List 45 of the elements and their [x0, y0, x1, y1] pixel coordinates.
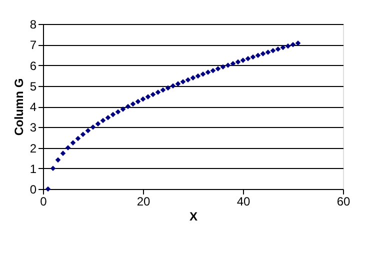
y-tick-label: 6: [30, 58, 37, 73]
y-tick-label: 8: [30, 18, 37, 32]
point: [135, 98, 141, 104]
point: [235, 59, 241, 65]
x-tick-label: 40: [236, 194, 250, 208]
point: [150, 92, 156, 98]
point: [270, 48, 276, 54]
x-tick-label: 20: [136, 194, 150, 208]
y-tick-label: 5: [30, 79, 37, 94]
point: [140, 96, 146, 102]
point: [75, 136, 81, 142]
point: [110, 112, 116, 118]
point: [55, 157, 61, 163]
y-tick-label: 3: [30, 120, 37, 135]
point: [220, 64, 226, 70]
point: [85, 128, 91, 134]
x-tick-label: 60: [336, 194, 350, 208]
point: [160, 87, 166, 93]
point: [230, 60, 236, 66]
point: [280, 44, 286, 50]
point: [130, 101, 136, 107]
y-tick-label: 0: [30, 182, 37, 196]
y-tick-label: 1: [30, 162, 37, 176]
point: [105, 114, 111, 120]
point: [100, 118, 106, 124]
y-tick-label: 4: [30, 100, 37, 114]
x-tick-label: 0: [40, 194, 48, 208]
point: [200, 71, 206, 77]
y-tick-label: 7: [30, 38, 37, 52]
point: [250, 54, 256, 60]
point: [115, 109, 121, 115]
y-axis-title: Column G: [12, 78, 26, 136]
point: [50, 166, 56, 172]
point: [165, 85, 171, 91]
point: [290, 42, 296, 48]
point: [285, 43, 291, 49]
point: [195, 73, 201, 79]
point: [170, 83, 176, 89]
point: [210, 68, 216, 74]
point: [125, 104, 131, 110]
y-tick-label: 2: [30, 141, 37, 156]
point: [45, 186, 51, 192]
point: [185, 77, 191, 83]
x-axis-title: X: [189, 210, 198, 224]
point: [90, 124, 96, 130]
